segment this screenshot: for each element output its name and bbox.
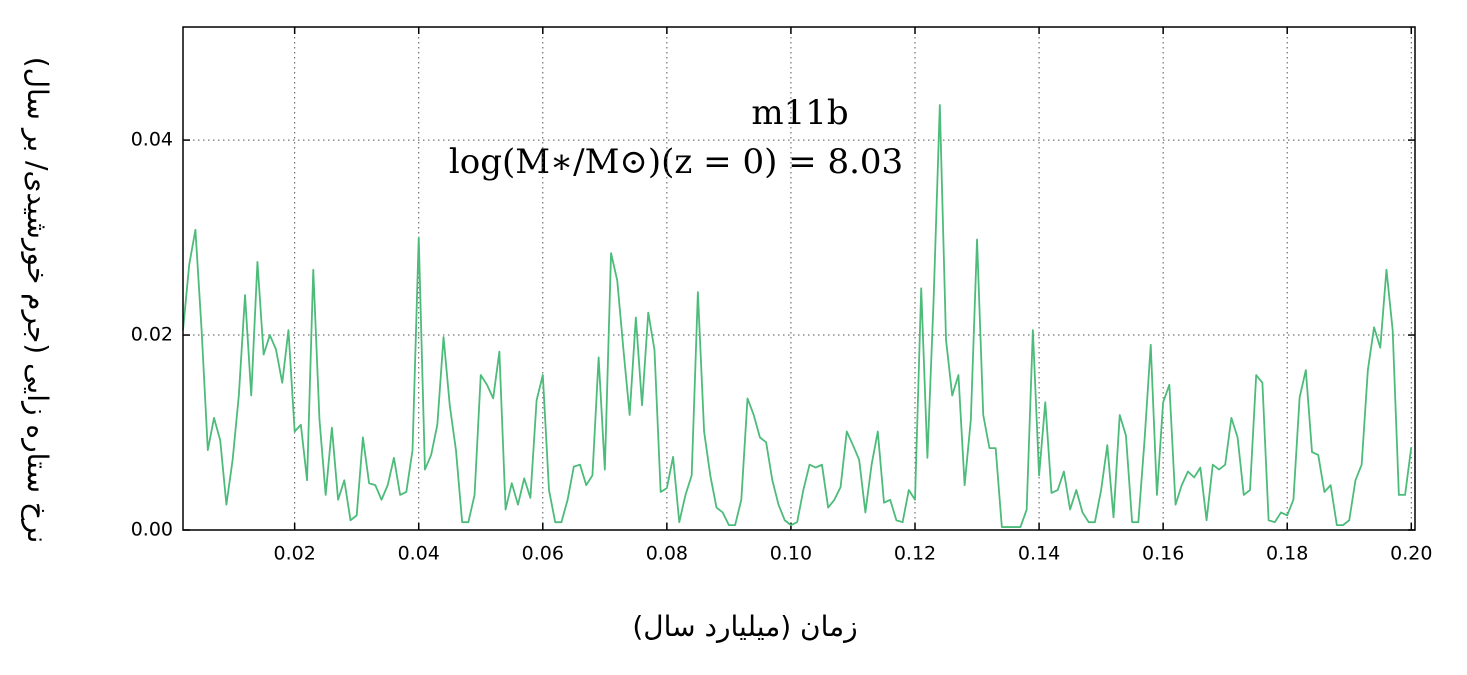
data-line — [182, 104, 1413, 528]
x-tick-label: 0.04 — [398, 543, 440, 565]
x-tick-label: 0.02 — [274, 543, 316, 565]
x-axis-label: زمان (میلیارد سال) — [632, 610, 857, 643]
x-tick-label: 0.14 — [1018, 543, 1060, 565]
x-tick-label: 0.20 — [1390, 543, 1432, 565]
annotation: log(M∗/M⊙)(z = 0) = 8.03 — [449, 142, 903, 182]
x-tick-label: 0.08 — [646, 543, 688, 565]
annotation: m11b — [751, 93, 848, 133]
y-tick-label: 0.04 — [131, 129, 173, 151]
x-tick-label: 0.18 — [1266, 543, 1308, 565]
y-axis-label: نرخ ستاره زایی (جرم خورشیدی/ بر سال) — [21, 57, 54, 544]
x-tick-label: 0.06 — [522, 543, 564, 565]
x-tick-label: 0.16 — [1142, 543, 1184, 565]
y-tick-label: 0.00 — [131, 519, 173, 541]
y-tick-label: 0.02 — [131, 324, 173, 346]
x-tick-label: 0.10 — [770, 543, 812, 565]
x-tick-label: 0.12 — [894, 543, 936, 565]
plot-frame — [182, 26, 1416, 531]
